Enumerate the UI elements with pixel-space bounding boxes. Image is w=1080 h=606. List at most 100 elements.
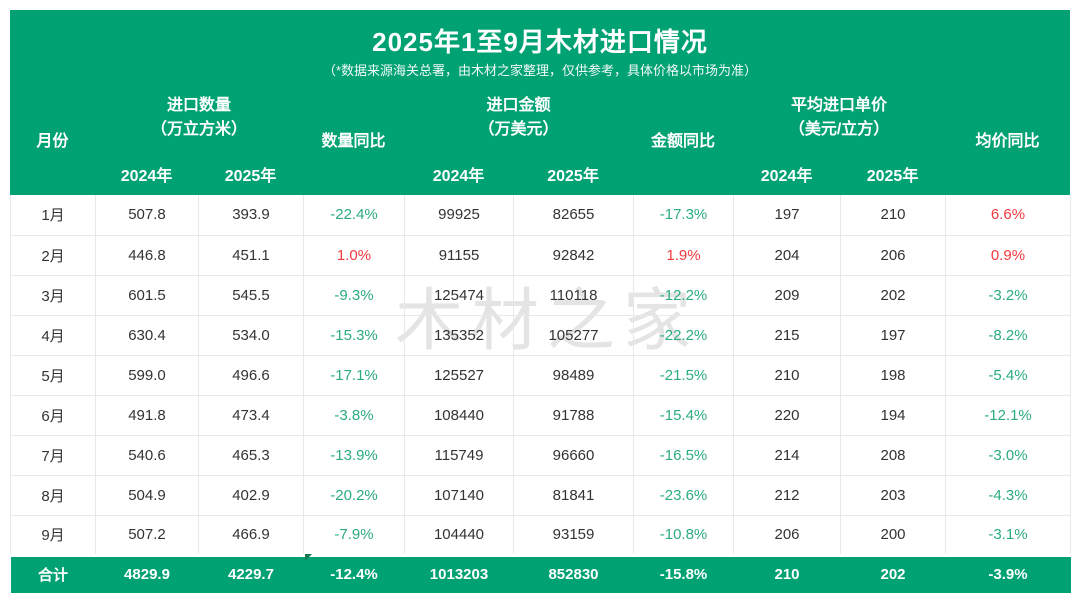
col-group-quantity-unit: （万立方米） xyxy=(151,121,248,138)
cell-price-2025: 200 xyxy=(840,515,946,556)
table-row: 1月 507.8 393.9 -22.4% 99925 82655 -17.3% 197 210… xyxy=(10,195,1071,236)
cell-amt-2025: 96660 xyxy=(513,435,634,476)
cell-price-2025: 208 xyxy=(840,435,946,476)
error-indicator-triangle xyxy=(304,553,312,561)
cell-qty-yoy: -22.4% xyxy=(303,195,405,236)
cell-price-2024: 209 xyxy=(733,275,841,316)
cell-qty-2024: 4829.9 xyxy=(95,553,199,593)
cell-price-2024: 214 xyxy=(733,435,841,476)
cell-price-2024: 215 xyxy=(733,315,841,356)
cell-price-2024: 220 xyxy=(733,395,841,436)
table-row: 3月 601.5 545.5 -9.3% 125474 110118 -12.2% 209 20… xyxy=(10,275,1071,316)
cell-price-yoy: -12.1% xyxy=(945,395,1071,436)
cell-qty-2025: 534.0 xyxy=(198,315,304,356)
cell-price-yoy: -3.0% xyxy=(945,435,1071,476)
col-header-price-2024: 2024年 xyxy=(760,168,813,185)
table-row: 9月 507.2 466.9 -7.9% 104440 93159 -10.8% 206 200… xyxy=(10,515,1071,556)
cell-qty-2024: 540.6 xyxy=(95,435,199,476)
cell-qty-yoy: -20.2% xyxy=(303,475,405,516)
cell-amt-2025: 852830 xyxy=(513,553,634,593)
cell-amt-2025: 82655 xyxy=(513,195,634,236)
table-row: 6月 491.8 473.4 -3.8% 108440 91788 -15.4% 220 194… xyxy=(10,395,1071,436)
table-body-area: 木材之家 1月 507.8 393.9 -22.4% 99925 82655 -17.3% 1… xyxy=(10,195,1071,593)
cell-price-yoy: -3.2% xyxy=(945,275,1071,316)
total-row: 合计 4829.9 4229.7 -12.4% 1013203 852830 -15.8% 2… xyxy=(10,553,1071,593)
cell-qty-yoy: -9.3% xyxy=(303,275,405,316)
table-body: 1月 507.8 393.9 -22.4% 99925 82655 -17.3% 197 210… xyxy=(10,195,1071,556)
cell-month: 5月 xyxy=(10,355,96,396)
col-group-amount-unit: （万美元） xyxy=(478,121,559,138)
col-group-unit-price-title: 平均进口单价 xyxy=(791,97,888,114)
cell-price-2025: 206 xyxy=(840,235,946,276)
cell-price-yoy: -4.3% xyxy=(945,475,1071,516)
cell-amt-2024: 135352 xyxy=(404,315,514,356)
col-header-price-2025: 2025年 xyxy=(866,168,919,185)
cell-price-2025: 210 xyxy=(840,195,946,236)
cell-qty-2025: 465.3 xyxy=(198,435,304,476)
cell-qty-2024: 507.2 xyxy=(95,515,199,556)
cell-qty-yoy: -15.3% xyxy=(303,315,405,356)
cell-month: 8月 xyxy=(10,475,96,516)
cell-price-2024: 210 xyxy=(733,553,841,593)
cell-amt-yoy: -22.2% xyxy=(633,315,734,356)
cell-amt-yoy: 1.9% xyxy=(633,235,734,276)
cell-amt-yoy: -23.6% xyxy=(633,475,734,516)
cell-qty-2024: 601.5 xyxy=(95,275,199,316)
cell-amt-2024: 115749 xyxy=(404,435,514,476)
cell-qty-2024: 491.8 xyxy=(95,395,199,436)
cell-price-2025: 203 xyxy=(840,475,946,516)
cell-qty-2025: 451.1 xyxy=(198,235,304,276)
cell-amt-2024: 99925 xyxy=(404,195,514,236)
cell-price-yoy: 6.6% xyxy=(945,195,1071,236)
table-row: 2月 446.8 451.1 1.0% 91155 92842 1.9% 204 206 0.9% xyxy=(10,235,1071,276)
table-row: 4月 630.4 534.0 -15.3% 135352 105277 -22.2% 215 1… xyxy=(10,315,1071,356)
cell-price-2024: 204 xyxy=(733,235,841,276)
report-card: 2025年1至9月木材进口情况 （*数据来源海关总署，由木材之家整理，仅供参考，… xyxy=(10,10,1071,593)
cell-qty-2025: 4229.7 xyxy=(198,553,304,593)
cell-qty-yoy: -13.9% xyxy=(303,435,405,476)
cell-qty-2025: 473.4 xyxy=(198,395,304,436)
cell-qty-2024: 630.4 xyxy=(95,315,199,356)
cell-amt-2025: 93159 xyxy=(513,515,634,556)
cell-amt-yoy: -16.5% xyxy=(633,435,734,476)
cell-price-2025: 194 xyxy=(840,395,946,436)
cell-price-2024: 197 xyxy=(733,195,841,236)
cell-price-2024: 210 xyxy=(733,355,841,396)
col-header-quantity-yoy: 数量同比 xyxy=(321,133,386,150)
cell-month: 6月 xyxy=(10,395,96,436)
cell-qty-2024: 599.0 xyxy=(95,355,199,396)
col-group-amount-title: 进口金额 xyxy=(486,97,551,114)
page-title: 2025年1至9月木材进口情况 xyxy=(372,27,708,57)
table-footer: 合计 4829.9 4229.7 -12.4% 1013203 852830 -15.8% 2… xyxy=(10,553,1071,593)
cell-amt-2025: 91788 xyxy=(513,395,634,436)
cell-amt-2024: 125474 xyxy=(404,275,514,316)
cell-price-yoy: -5.4% xyxy=(945,355,1071,396)
col-header-amt-2024: 2024年 xyxy=(432,168,485,185)
cell-month: 9月 xyxy=(10,515,96,556)
cell-amt-2024: 108440 xyxy=(404,395,514,436)
cell-month: 2月 xyxy=(10,235,96,276)
col-group-amount: 进口金额 （万美元） xyxy=(404,83,633,153)
col-group-quantity: 进口数量 （万立方米） xyxy=(95,83,303,153)
cell-qty-2025: 466.9 xyxy=(198,515,304,556)
cell-qty-2024: 446.8 xyxy=(95,235,199,276)
col-header-amount-yoy: 金额同比 xyxy=(651,133,716,150)
cell-amt-yoy: -10.8% xyxy=(633,515,734,556)
cell-qty-2025: 496.6 xyxy=(198,355,304,396)
cell-price-2025: 198 xyxy=(840,355,946,396)
cell-price-yoy: -3.1% xyxy=(945,515,1071,556)
page-subtitle: （*数据来源海关总署，由木材之家整理，仅供参考，具体价格以市场为准） xyxy=(322,63,758,78)
col-group-quantity-title: 进口数量 xyxy=(167,97,232,114)
cell-price-yoy: 0.9% xyxy=(945,235,1071,276)
cell-qty-2024: 507.8 xyxy=(95,195,199,236)
cell-qty-yoy: 1.0% xyxy=(303,235,405,276)
cell-month: 3月 xyxy=(10,275,96,316)
cell-amt-2024: 104440 xyxy=(404,515,514,556)
cell-amt-2025: 81841 xyxy=(513,475,634,516)
cell-month: 合计 xyxy=(10,553,96,593)
cell-price-2024: 206 xyxy=(733,515,841,556)
cell-amt-2024: 1013203 xyxy=(404,553,514,593)
col-header-avg-price-yoy: 均价同比 xyxy=(975,133,1040,150)
cell-amt-yoy: -15.8% xyxy=(633,553,734,593)
